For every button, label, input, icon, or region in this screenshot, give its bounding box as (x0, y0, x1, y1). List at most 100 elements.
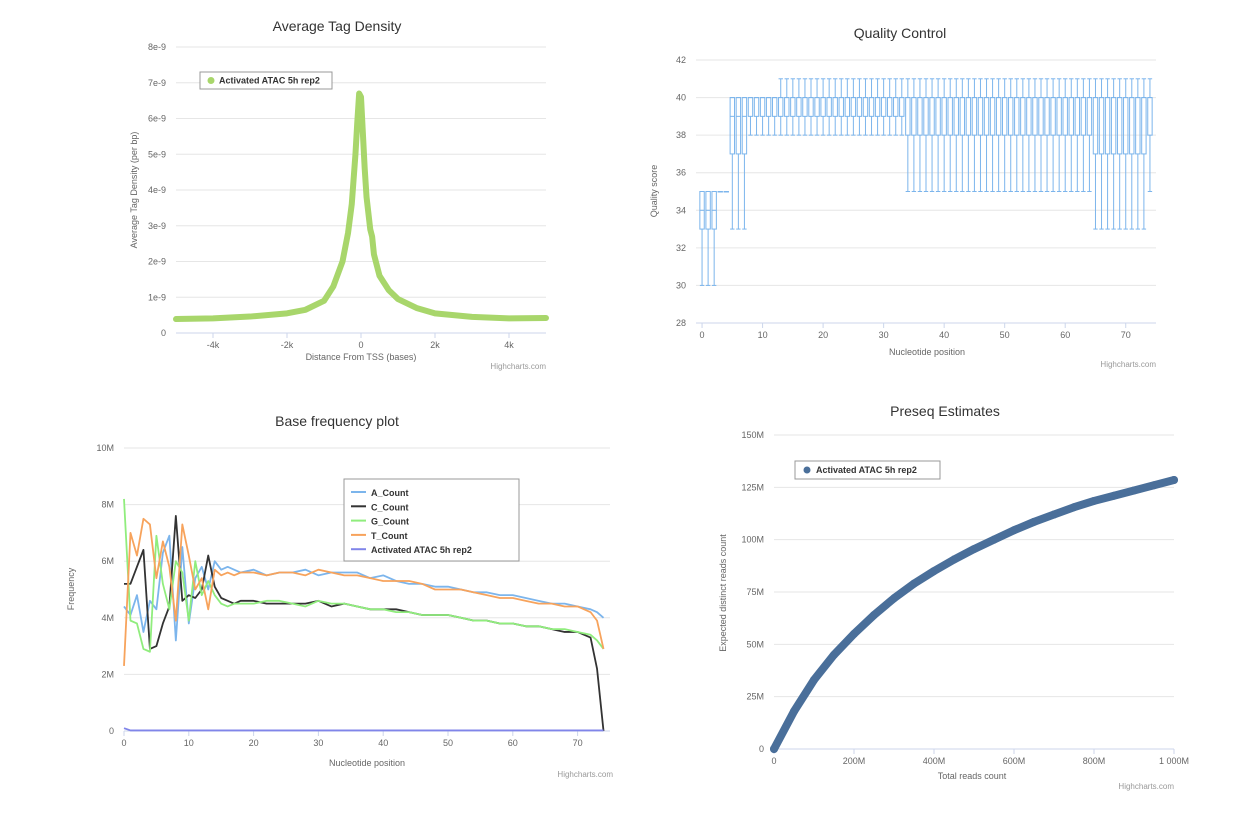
box-plot-item[interactable] (844, 78, 851, 136)
box-plot-item[interactable] (856, 78, 863, 136)
box-plot-item[interactable] (753, 97, 760, 136)
box-plot-item[interactable] (759, 97, 766, 136)
data-point[interactable] (890, 594, 898, 603)
data-point[interactable] (910, 579, 918, 588)
box-plot-item[interactable] (790, 78, 796, 136)
legend-item[interactable]: T_Count (351, 531, 408, 541)
box-plot-item[interactable] (995, 78, 1002, 192)
box-plot-item[interactable] (1123, 78, 1129, 230)
data-point[interactable] (1070, 503, 1078, 512)
box-plot-item[interactable] (705, 191, 711, 286)
box-plot-item[interactable] (911, 78, 917, 192)
legend-item[interactable]: G_Count (351, 517, 409, 527)
data-point[interactable] (1030, 517, 1038, 526)
data-point[interactable] (1050, 510, 1058, 519)
box-plot-item[interactable] (1147, 78, 1153, 192)
box-plot-item[interactable] (826, 78, 832, 136)
box-plot-item[interactable] (874, 78, 881, 136)
box-plot-item[interactable] (989, 78, 996, 192)
box-plot-item[interactable] (1129, 78, 1135, 230)
box-plot-item[interactable] (868, 78, 875, 136)
box-plot-item[interactable] (1110, 78, 1117, 230)
data-point[interactable] (1150, 481, 1158, 490)
box-plot-item[interactable] (723, 191, 729, 193)
box-plot-item[interactable] (917, 78, 923, 192)
box-plot-item[interactable] (1020, 78, 1026, 192)
box-plot-item[interactable] (935, 78, 941, 192)
box-plot-item[interactable] (862, 78, 869, 136)
data-point[interactable] (770, 745, 778, 753)
box-plot-item[interactable] (717, 191, 723, 193)
box-plot-item[interactable] (808, 78, 814, 136)
box-plot-item[interactable] (983, 78, 990, 192)
box-plot-item[interactable] (1050, 78, 1056, 192)
box-plot-item[interactable] (796, 78, 802, 136)
legend-item[interactable]: A_Count (351, 488, 409, 498)
box-plot-item[interactable] (1068, 78, 1074, 192)
box-plot-item[interactable] (1032, 78, 1038, 192)
box-plot-item[interactable] (1104, 78, 1111, 230)
box-plot-item[interactable] (880, 78, 887, 136)
box-plot-item[interactable] (905, 78, 911, 192)
data-point[interactable] (790, 707, 798, 716)
box-plot-item[interactable] (1062, 78, 1068, 192)
box-plot-item[interactable] (814, 78, 820, 136)
box-plot-item[interactable] (1014, 78, 1020, 192)
box-plot-item[interactable] (1092, 78, 1099, 230)
box-plot-item[interactable] (735, 97, 742, 230)
data-point[interactable] (1110, 491, 1118, 500)
box-plot-item[interactable] (1086, 78, 1093, 192)
series-line[interactable] (770, 476, 1178, 753)
box-plot-item[interactable] (741, 97, 748, 230)
box-plot-item[interactable] (953, 78, 959, 192)
box-plot-item[interactable] (711, 191, 717, 286)
data-point[interactable] (1170, 476, 1178, 485)
series-line[interactable] (173, 90, 549, 323)
box-plot-item[interactable] (965, 78, 972, 192)
box-plot-item[interactable] (977, 78, 984, 192)
series-line-activated-atac-5h-rep2[interactable] (123, 727, 604, 732)
data-point[interactable] (870, 611, 878, 620)
box-plot-item[interactable] (947, 78, 953, 192)
data-point[interactable] (950, 555, 958, 564)
box-plot-item[interactable] (1141, 78, 1147, 230)
box-plot-item[interactable] (1116, 78, 1123, 230)
box-plot-item[interactable] (893, 78, 899, 136)
box-plot-item[interactable] (1135, 78, 1141, 230)
box-plot-item[interactable] (1044, 78, 1050, 192)
data-point[interactable] (810, 675, 818, 684)
box-plot-item[interactable] (784, 78, 790, 136)
box-plot-item[interactable] (778, 78, 784, 136)
box-plot-item[interactable] (1056, 78, 1062, 192)
box-plot-item[interactable] (941, 78, 947, 192)
legend[interactable]: Activated ATAC 5h rep2 (199, 71, 333, 90)
box-plot-item[interactable] (929, 78, 935, 192)
box-plot-item[interactable] (832, 78, 838, 136)
box-plot-item[interactable] (850, 78, 857, 136)
box-plot-item[interactable] (771, 97, 778, 136)
legend-item[interactable]: C_Count (351, 502, 409, 512)
box-plot-item[interactable] (1074, 78, 1081, 192)
data-point[interactable] (1010, 526, 1018, 535)
series-line-g-count[interactable] (123, 498, 605, 653)
legend[interactable]: A_Count C_Count G_Count T_Count Activated AT… (343, 478, 520, 562)
box-plot-item[interactable] (886, 78, 893, 136)
box-plot-item[interactable] (1038, 78, 1044, 192)
box-plot-item[interactable] (747, 97, 754, 136)
box-plot-item[interactable] (802, 78, 808, 136)
box-plot-item[interactable] (971, 78, 978, 192)
box-plot-item[interactable] (959, 78, 966, 192)
data-point[interactable] (830, 650, 838, 659)
box-plot-item[interactable] (838, 78, 844, 136)
box-plot-item[interactable] (1026, 78, 1032, 192)
box-plot-item[interactable] (1001, 78, 1008, 192)
data-point[interactable] (970, 545, 978, 554)
box-plot-item[interactable] (699, 191, 705, 286)
box-plot-item[interactable] (899, 78, 905, 136)
box-plot-item[interactable] (820, 78, 826, 136)
legend-item[interactable]: Activated ATAC 5h rep2 (351, 545, 472, 555)
data-point[interactable] (850, 629, 858, 638)
box-plot-item[interactable] (729, 97, 736, 230)
box-plot-item[interactable] (765, 97, 772, 136)
box-plot-item[interactable] (1080, 78, 1087, 192)
